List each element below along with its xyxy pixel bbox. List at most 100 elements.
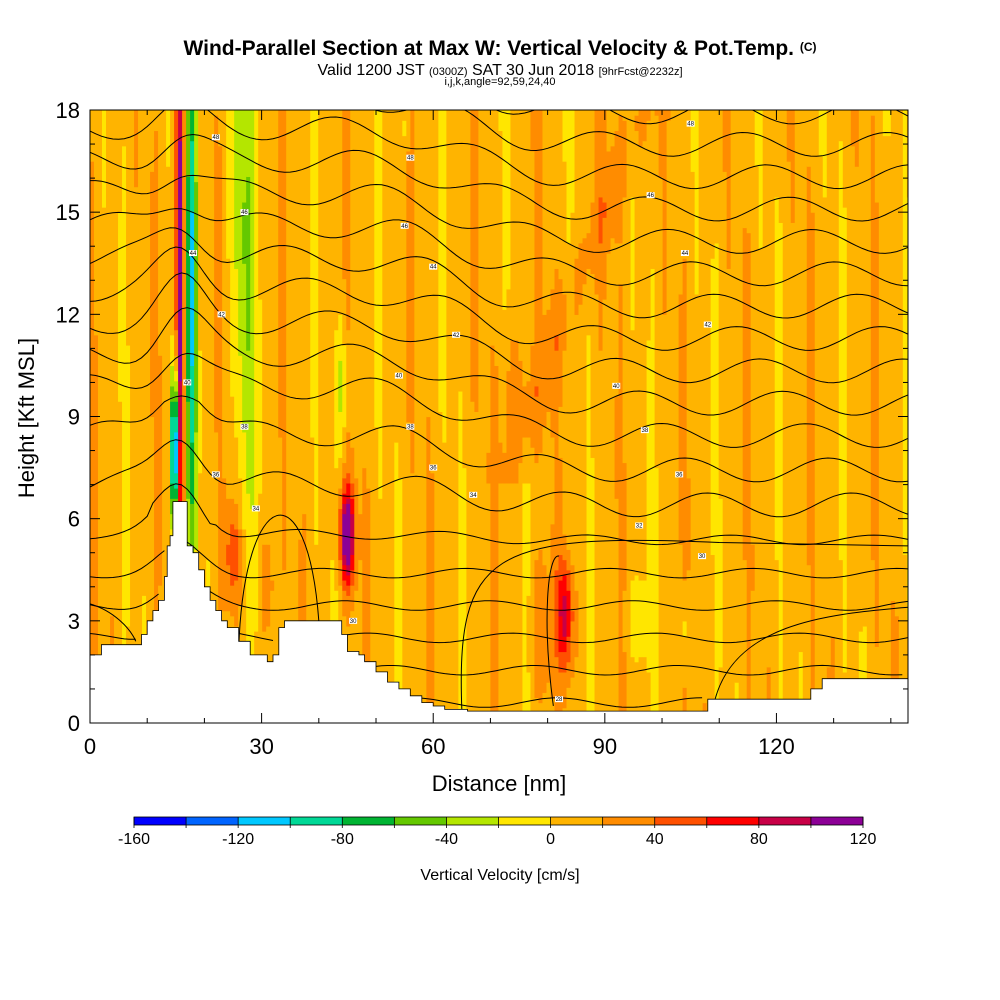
contour-label: 38: [407, 425, 414, 431]
contour-label-bg: [240, 209, 249, 216]
velocity-cell: [354, 110, 359, 479]
velocity-cell: [862, 110, 868, 627]
velocity-cell: [678, 544, 684, 723]
velocity-cell: [582, 110, 588, 239]
velocity-cell: [642, 140, 648, 581]
velocity-cell: [542, 110, 548, 315]
velocity-cell: [790, 222, 796, 723]
velocity-cell: [682, 620, 688, 637]
velocity-cell: [622, 651, 628, 723]
y-tick-label: 6: [68, 507, 80, 532]
velocity-cell: [174, 380, 179, 392]
terrain: [90, 501, 908, 723]
velocity-cell: [686, 110, 692, 479]
velocity-cell: [526, 671, 532, 723]
velocity-cell: [222, 477, 227, 612]
velocity-cell: [714, 242, 720, 723]
colorbar-swatch: [810, 817, 864, 825]
velocity-cell: [238, 528, 243, 607]
velocity-cell: [158, 355, 163, 586]
velocity-cell: [410, 110, 415, 474]
velocity-cell: [310, 110, 315, 438]
velocity-cell: [834, 110, 840, 723]
velocity-cell: [362, 110, 367, 469]
velocity-cell: [150, 171, 155, 418]
velocity-cell: [346, 498, 351, 504]
velocity-cell: [458, 110, 463, 392]
velocity-cell: [638, 110, 644, 147]
contour-label: 42: [704, 323, 711, 329]
velocity-cell: [878, 110, 884, 723]
velocity-cell: [166, 166, 171, 723]
velocity-cell: [526, 110, 532, 382]
velocity-cell: [838, 559, 844, 723]
velocity-cell: [690, 110, 696, 172]
velocity-cell: [342, 278, 347, 346]
velocity-cell: [438, 411, 443, 723]
velocity-cell: [758, 110, 764, 249]
velocity-cell: [278, 436, 283, 723]
velocity-cell: [666, 110, 672, 121]
velocity-cell: [442, 110, 447, 443]
velocity-cell: [530, 447, 536, 723]
velocity-cell: [402, 110, 407, 121]
velocity-cell: [126, 110, 131, 346]
velocity-cell: [570, 610, 576, 622]
x-tick-label: 30: [249, 734, 273, 759]
velocity-cell: [598, 242, 604, 351]
velocity-cell: [342, 590, 347, 617]
velocity-cell: [470, 401, 475, 723]
velocity-cell: [350, 569, 355, 586]
velocity-cell: [550, 436, 556, 525]
velocity-cell: [710, 554, 716, 723]
velocity-cell: [602, 217, 608, 300]
contour-label: 38: [241, 425, 248, 431]
velocity-cell: [170, 385, 175, 402]
velocity-cell: [314, 110, 319, 545]
contour-label: 28: [556, 697, 563, 703]
velocity-cell: [818, 155, 824, 723]
velocity-cell: [602, 110, 608, 203]
velocity-cell: [906, 196, 908, 622]
velocity-cell: [534, 462, 540, 561]
velocity-cell: [174, 472, 179, 489]
velocity-cell: [822, 110, 828, 198]
velocity-cell: [714, 110, 720, 244]
velocity-cell: [694, 293, 700, 723]
velocity-cell: [382, 110, 387, 723]
velocity-cell: [526, 482, 532, 596]
velocity-cell: [354, 477, 359, 591]
velocity-cell: [542, 692, 548, 723]
velocity-cell: [402, 135, 407, 723]
velocity-cell: [346, 110, 351, 331]
velocity-cell: [558, 610, 564, 617]
velocity-cell: [542, 564, 548, 693]
colorbar-swatch: [654, 817, 708, 825]
velocity-cell: [730, 110, 736, 723]
velocity-cell: [662, 314, 668, 723]
velocity-cell: [554, 350, 560, 571]
velocity-cell: [506, 288, 512, 372]
velocity-cell: [378, 498, 383, 723]
velocity-cell: [566, 661, 572, 688]
velocity-cell: [558, 554, 564, 581]
velocity-cell: [570, 212, 576, 566]
velocity-cell: [790, 110, 796, 223]
velocity-cell: [726, 268, 732, 723]
velocity-cell: [90, 110, 95, 162]
colorbar-swatch: [290, 817, 343, 825]
velocity-cell: [658, 176, 664, 723]
contour-label-bg: [635, 522, 644, 529]
velocity-cell: [538, 110, 544, 453]
velocity-cell: [374, 110, 379, 428]
velocity-cell: [618, 283, 624, 723]
velocity-cell: [754, 166, 760, 723]
velocity-cell: [242, 201, 247, 264]
colorbar-swatch: [498, 817, 551, 825]
velocity-cell: [450, 110, 455, 723]
colorbar-swatch: [706, 817, 760, 825]
velocity-cell: [562, 559, 568, 576]
velocity-cell: [434, 110, 439, 723]
velocity-cell: [142, 110, 147, 596]
